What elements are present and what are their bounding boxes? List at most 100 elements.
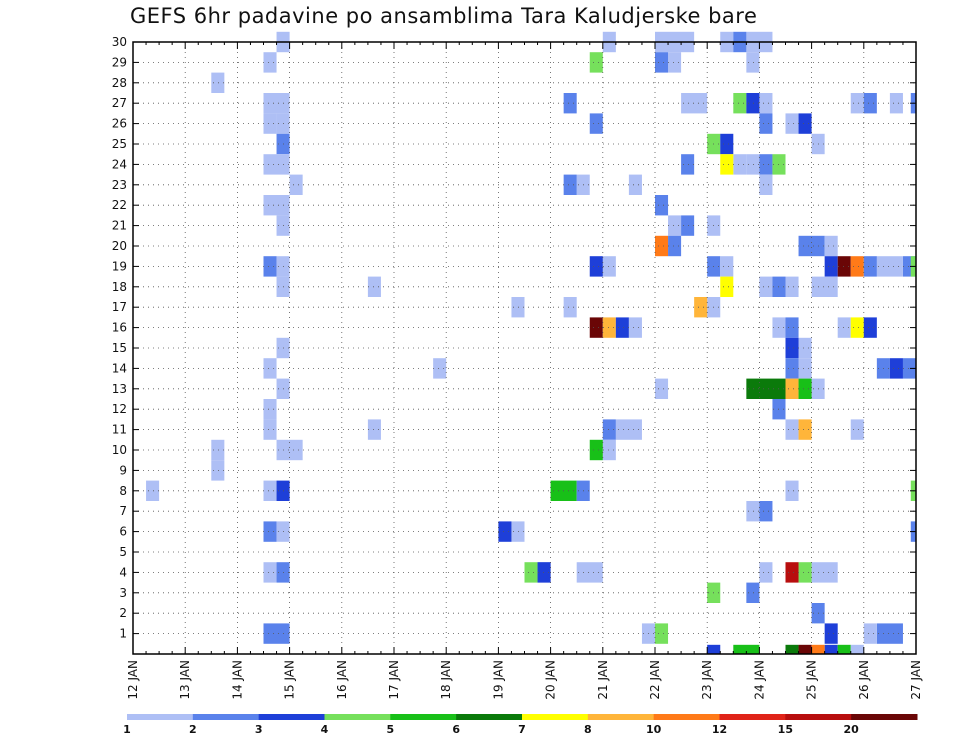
heatmap-cell: [563, 93, 577, 114]
ytick-label: 11: [112, 423, 127, 437]
heatmap-cell: [263, 154, 290, 175]
heatmap-cell: [511, 297, 525, 318]
ytick-label: 4: [119, 565, 127, 579]
heatmap-cell: [589, 113, 603, 134]
heatmap-cell: [720, 154, 734, 175]
heatmap-cell: [681, 154, 695, 175]
ytick-label: 2: [119, 606, 127, 620]
xtick-label: 15 JAN: [283, 660, 297, 700]
heatmap-cell: [720, 133, 734, 155]
xtick-label: 17 JAN: [387, 660, 401, 700]
heatmap-cell: [759, 501, 773, 522]
ytick-label: 24: [112, 157, 127, 171]
xtick-label: 25 JAN: [805, 660, 819, 700]
ytick-label: 26: [112, 117, 127, 131]
heatmap-cell: [837, 644, 851, 654]
heatmap-cell: [263, 419, 277, 440]
ytick-label: 3: [119, 586, 127, 600]
heatmap-cell: [811, 562, 838, 583]
ytick-label: 23: [112, 178, 127, 192]
heatmap-cell: [759, 93, 773, 114]
xtick-label: 27 JAN: [909, 660, 923, 700]
heatmap-cell: [563, 174, 577, 195]
heatmap-cell: [785, 562, 799, 583]
heatmap-cell: [276, 439, 303, 461]
ytick-label: 10: [112, 443, 127, 457]
ytick-label: 18: [112, 280, 127, 294]
heatmap-cell: [798, 113, 812, 134]
xtick-label: 14 JAN: [230, 660, 244, 700]
xtick-label: 16 JAN: [335, 660, 349, 700]
heatmap-cell: [759, 113, 773, 134]
colorbar-label: 6: [452, 723, 460, 736]
colorbar-swatch: [456, 714, 523, 720]
heatmap-cell: [824, 623, 838, 644]
ytick-label: 8: [119, 484, 127, 498]
heatmap-cell: [211, 439, 225, 461]
heatmap-cell: [746, 378, 786, 399]
heatmap-cell: [263, 399, 277, 420]
heatmap-cell: [263, 521, 277, 542]
colorbar-label: 5: [387, 723, 395, 736]
heatmap-cell: [811, 276, 838, 297]
colorbar-swatch: [258, 714, 325, 720]
heatmap-cell: [824, 235, 838, 257]
heatmap-cell: [876, 623, 903, 644]
colorbar-label: 4: [321, 723, 329, 736]
heatmap-cell: [798, 358, 812, 379]
colorbar-label: 10: [646, 723, 662, 736]
ytick-label: 12: [112, 402, 127, 416]
heatmap-cell: [602, 439, 616, 461]
heatmap-cell: [524, 562, 538, 583]
heatmap-cell: [668, 52, 682, 73]
heatmap-cell: [707, 644, 721, 654]
colorbar-label: 1: [123, 723, 131, 736]
ytick-label: 20: [112, 239, 127, 253]
heatmap-cell: [746, 52, 760, 73]
heatmap-cell: [589, 256, 603, 277]
heatmap-cell: [863, 623, 877, 644]
heatmap-cell: [655, 195, 669, 216]
heatmap-cell: [876, 256, 903, 277]
ytick-label: 30: [112, 35, 127, 49]
heatmap-cell: [798, 378, 812, 399]
heatmap-cell: [889, 93, 903, 114]
heatmap-cell: [863, 317, 877, 338]
heatmap-cell: [263, 256, 277, 277]
heatmap-cell: [850, 93, 864, 114]
heatmap-cell: [785, 378, 799, 399]
ytick-label: 22: [112, 198, 127, 212]
heatmap-cell: [746, 582, 760, 603]
heatmap-cell: [785, 276, 799, 297]
chart-title: GEFS 6hr padavine po ansamblima Tara Kal…: [130, 4, 758, 28]
heatmap-cell: [785, 480, 799, 501]
colorbar-swatch: [127, 714, 194, 720]
colorbar-label: 20: [844, 723, 860, 736]
heatmap-cell: [589, 317, 603, 338]
heatmap-cell: [850, 317, 864, 338]
heatmap-cell: [602, 317, 616, 338]
ytick-label: 1: [119, 627, 127, 641]
heatmap-cell: [655, 378, 669, 399]
ytick-label: 7: [119, 504, 127, 518]
heatmap-cell: [824, 256, 838, 277]
xtick-label: 26 JAN: [857, 660, 871, 700]
heatmap-cell: [289, 174, 303, 195]
heatmap-cell: [263, 623, 290, 644]
heatmap-cell: [263, 113, 277, 134]
colorbar-swatch: [785, 714, 852, 720]
colorbar-label: 7: [518, 723, 526, 736]
heatmap-cell: [263, 52, 277, 73]
heatmap-cell: [733, 93, 747, 114]
ytick-label: 19: [112, 259, 127, 273]
ytick-label: 15: [112, 341, 127, 355]
xtick-label: 24 JAN: [752, 660, 766, 700]
heatmap-cell: [746, 93, 760, 114]
heatmap-cell: [785, 358, 799, 379]
colorbar-swatch: [522, 714, 589, 720]
heatmap-cell: [537, 562, 551, 583]
colorbar-swatch: [390, 714, 457, 720]
colorbar-swatch: [324, 714, 391, 720]
ytick-label: 21: [112, 219, 127, 233]
